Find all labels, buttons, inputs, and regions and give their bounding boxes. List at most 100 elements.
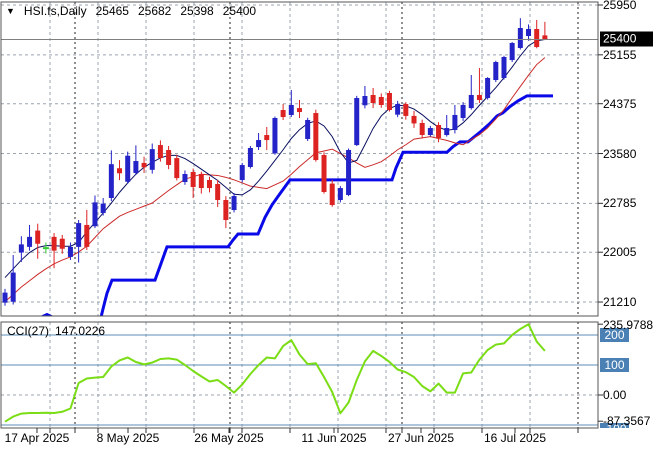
candle-body xyxy=(346,150,352,195)
ohlc-high: 25682 xyxy=(137,4,172,18)
candle-body xyxy=(395,104,401,115)
ohlc-low: 25398 xyxy=(180,4,214,18)
current-price-label[interactable]: 25400 xyxy=(600,31,653,47)
candle-body xyxy=(125,155,131,182)
chart-header: ▼ HSI.fs,Daily 25465 25682 25398 25400 xyxy=(6,4,256,18)
candle-body xyxy=(247,148,253,167)
price-tick-label[interactable]: 22785 xyxy=(603,196,637,211)
candle-body xyxy=(10,272,16,302)
candle-body xyxy=(419,123,425,135)
candle-body xyxy=(337,188,343,201)
price-tick-label[interactable]: 23580 xyxy=(603,146,637,161)
candle-body xyxy=(476,94,482,101)
candle-body xyxy=(501,57,507,79)
cci-level-box-minus100-clipped[interactable]: -100 xyxy=(600,422,629,428)
candle-body xyxy=(272,117,278,154)
candle-body xyxy=(264,135,270,141)
candle-body xyxy=(386,92,392,111)
candle-body xyxy=(190,172,196,188)
candle-body xyxy=(141,162,147,168)
candle-body xyxy=(157,145,163,159)
cci-plot-area[interactable] xyxy=(1,322,598,428)
price-panel-frame xyxy=(0,1,599,317)
candle-body xyxy=(378,96,384,106)
candle-body xyxy=(313,113,319,161)
date-axis-label[interactable]: 11 Jun 2025 xyxy=(301,431,367,445)
date-axis-label[interactable]: 8 May 2025 xyxy=(96,431,160,445)
candle-body xyxy=(436,125,442,138)
candle-body xyxy=(207,180,212,189)
chevron-down-icon[interactable]: ▼ xyxy=(6,6,15,16)
candle-body xyxy=(362,95,368,106)
slow-ma-line xyxy=(4,57,546,303)
candle-body xyxy=(223,200,229,221)
indicator-value: 147.0226 xyxy=(55,324,106,338)
candle-body xyxy=(288,105,294,116)
candle-body xyxy=(493,62,499,81)
candle-body xyxy=(51,236,57,251)
cci-max-label: 235.9788 xyxy=(603,318,654,333)
candle-body xyxy=(92,202,98,227)
candle-body xyxy=(517,28,523,48)
indicator-name: CCI(27) xyxy=(7,324,50,338)
candle-body xyxy=(468,94,474,109)
date-axis-label[interactable]: 26 May 2025 xyxy=(194,431,264,445)
candle-body xyxy=(329,183,335,206)
candle-body xyxy=(133,161,139,173)
price-plot-area[interactable] xyxy=(1,2,598,321)
candle-body xyxy=(117,168,123,174)
cci-zero-label: 0.00 xyxy=(603,387,627,402)
candle-body xyxy=(108,164,114,199)
candle-body xyxy=(59,238,65,249)
price-tick-label[interactable]: 21210 xyxy=(603,295,637,310)
candle-body xyxy=(100,203,106,214)
candle-body xyxy=(452,114,458,131)
candle-body xyxy=(485,78,491,98)
date-axis-label[interactable]: 16 Jul 2025 xyxy=(483,431,547,445)
candle-body xyxy=(534,29,540,47)
candle-body xyxy=(403,104,409,116)
candle-body xyxy=(411,115,417,124)
candle-body xyxy=(305,119,311,139)
date-axis-label[interactable]: 27 Jun 2025 xyxy=(387,431,455,445)
cci-panel-frame xyxy=(0,321,599,429)
candle-body xyxy=(35,230,41,244)
candle-body xyxy=(149,149,155,170)
candle-body xyxy=(370,94,376,104)
cci-level-box-100[interactable]: 100 xyxy=(600,357,629,372)
candle-body xyxy=(239,165,245,181)
candle-body xyxy=(174,158,180,179)
candle-body xyxy=(67,246,73,257)
candle-body xyxy=(542,35,548,40)
candle-body xyxy=(198,174,204,189)
candle-body xyxy=(215,184,221,201)
ohlc-open: 25465 xyxy=(95,4,129,18)
candle-body xyxy=(427,128,433,136)
price-tick-label[interactable]: 25155 xyxy=(603,47,637,62)
symbol-period-label: HSI.fs,Daily xyxy=(23,4,87,18)
price-tick-label[interactable]: 25950 xyxy=(603,0,637,12)
candle-body xyxy=(76,223,82,247)
candle-body xyxy=(166,150,172,165)
price-tick-label[interactable]: 24375 xyxy=(603,96,637,111)
candle-body xyxy=(509,42,515,61)
cci-min-label: -87.3567 xyxy=(603,414,651,429)
candle-body xyxy=(182,174,188,183)
candle-body xyxy=(280,110,286,118)
price-tick-label[interactable]: 22005 xyxy=(603,245,637,260)
candle-body xyxy=(2,292,8,303)
candle-body xyxy=(18,244,24,253)
candle-body xyxy=(296,108,302,113)
candle-body xyxy=(526,29,532,37)
cci-level-box-200[interactable]: 200 xyxy=(600,327,629,342)
candle-body xyxy=(354,97,360,146)
ohlc-close: 25400 xyxy=(222,4,257,18)
date-axis-label[interactable]: 17 Apr 2025 xyxy=(4,431,70,445)
candle-body xyxy=(84,224,90,247)
candle-body xyxy=(27,236,33,247)
trail-stop-line xyxy=(99,94,553,316)
indicator-label: CCI(27) 147.0226 xyxy=(7,324,105,338)
candle-body xyxy=(256,140,262,148)
